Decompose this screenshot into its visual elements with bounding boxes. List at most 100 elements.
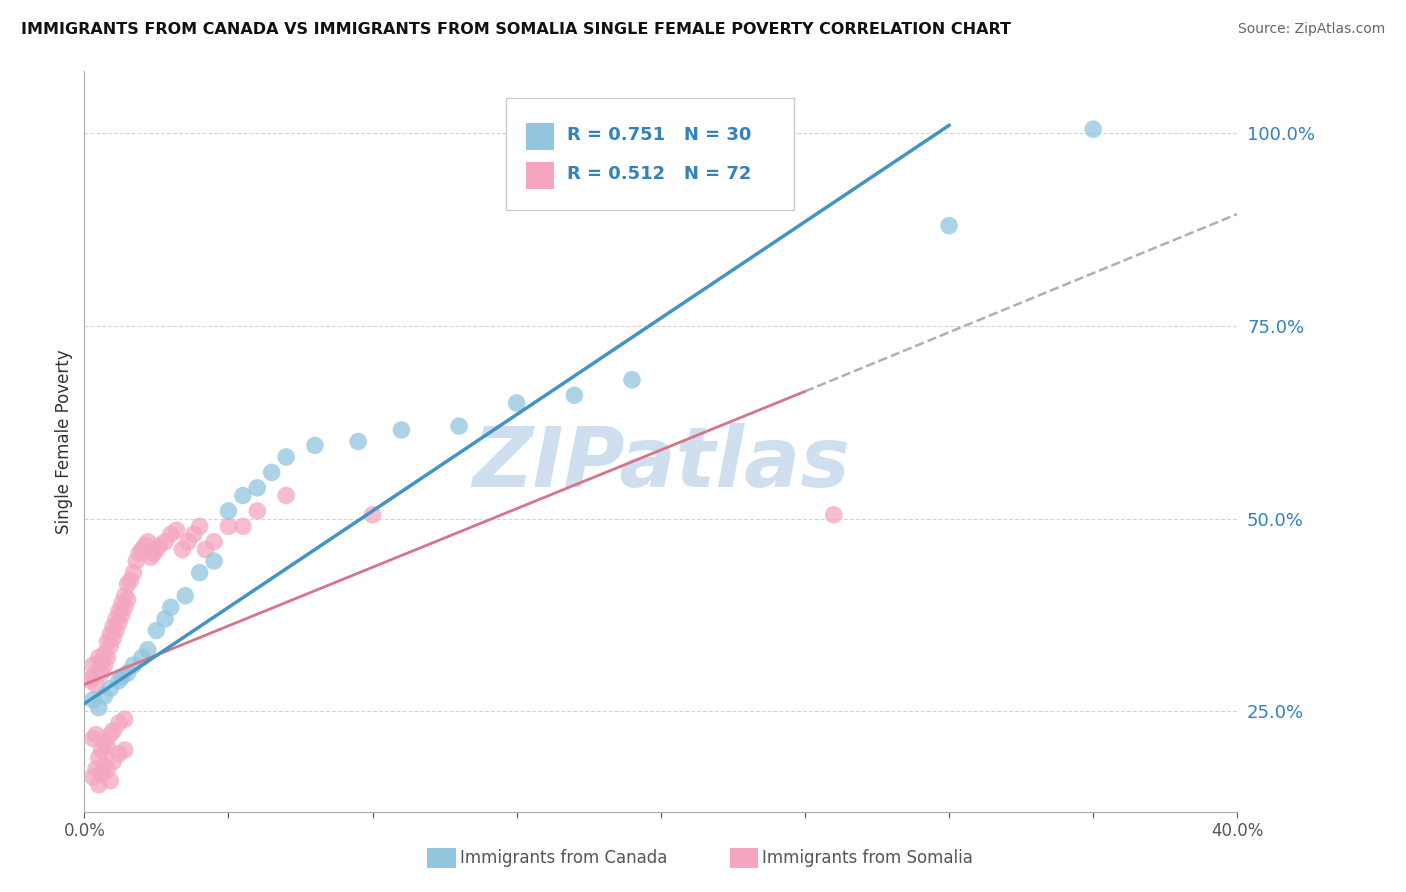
Text: IMMIGRANTS FROM CANADA VS IMMIGRANTS FROM SOMALIA SINGLE FEMALE POVERTY CORRELAT: IMMIGRANTS FROM CANADA VS IMMIGRANTS FRO… — [21, 22, 1011, 37]
Point — [98, 681, 121, 696]
Point — [160, 600, 183, 615]
Point — [93, 735, 115, 749]
Point — [202, 534, 225, 549]
Point — [98, 728, 121, 742]
Point — [142, 546, 165, 560]
Point — [90, 654, 112, 668]
Point — [391, 423, 413, 437]
Point — [260, 466, 283, 480]
Point — [174, 589, 197, 603]
Point — [183, 527, 205, 541]
Point — [202, 554, 225, 568]
Point — [96, 650, 118, 665]
Point — [87, 750, 110, 764]
Point — [188, 519, 211, 533]
Point — [93, 647, 115, 661]
Point — [139, 550, 162, 565]
Point — [114, 600, 136, 615]
Point — [108, 747, 131, 761]
Text: R = 0.512   N = 72: R = 0.512 N = 72 — [567, 165, 751, 183]
Point — [90, 766, 112, 780]
Point — [114, 743, 136, 757]
Point — [148, 539, 170, 553]
Point — [82, 658, 104, 673]
Point — [114, 589, 136, 603]
Point — [114, 712, 136, 726]
Text: Source: ZipAtlas.com: Source: ZipAtlas.com — [1237, 22, 1385, 37]
Point — [96, 739, 118, 754]
Point — [1083, 122, 1105, 136]
Point — [90, 743, 112, 757]
Point — [82, 731, 104, 746]
Point — [122, 658, 145, 673]
Point — [111, 670, 134, 684]
Point — [153, 612, 176, 626]
Point — [122, 566, 145, 580]
Point — [108, 615, 131, 630]
Point — [84, 728, 107, 742]
Point — [90, 665, 112, 680]
Text: R = 0.751   N = 30: R = 0.751 N = 30 — [567, 126, 751, 144]
Text: Immigrants from Canada: Immigrants from Canada — [460, 849, 666, 867]
Point — [98, 639, 121, 653]
Point — [117, 592, 139, 607]
Point — [347, 434, 370, 449]
Point — [87, 778, 110, 792]
Point — [84, 677, 107, 691]
Point — [232, 489, 254, 503]
Point — [621, 373, 644, 387]
Point — [246, 481, 269, 495]
Point — [136, 534, 159, 549]
Point — [506, 396, 529, 410]
Point — [188, 566, 211, 580]
Point — [108, 604, 131, 618]
Point — [276, 450, 298, 464]
Point — [87, 662, 110, 676]
Point — [98, 627, 121, 641]
Point — [145, 624, 167, 638]
Point — [105, 612, 128, 626]
Point — [134, 539, 156, 553]
Point — [93, 758, 115, 772]
Point — [564, 388, 586, 402]
Point — [84, 762, 107, 776]
Point — [125, 554, 148, 568]
Point — [103, 620, 124, 634]
Point — [449, 419, 471, 434]
Point — [246, 504, 269, 518]
Point — [79, 673, 101, 688]
Point — [108, 673, 131, 688]
Point — [136, 642, 159, 657]
Point — [117, 665, 139, 680]
Point — [96, 635, 118, 649]
Point — [82, 670, 104, 684]
Y-axis label: Single Female Poverty: Single Female Poverty — [55, 350, 73, 533]
Point — [87, 650, 110, 665]
Point — [87, 700, 110, 714]
Point — [82, 770, 104, 784]
Point — [232, 519, 254, 533]
Point — [120, 574, 142, 588]
Point — [117, 577, 139, 591]
Point — [93, 658, 115, 673]
Point — [218, 519, 240, 533]
Point — [218, 504, 240, 518]
Point — [82, 693, 104, 707]
Text: Immigrants from Somalia: Immigrants from Somalia — [762, 849, 973, 867]
Point — [938, 219, 960, 233]
Point — [111, 608, 134, 623]
Point — [145, 542, 167, 557]
Point — [153, 534, 176, 549]
Point — [98, 773, 121, 788]
Point — [103, 755, 124, 769]
Point — [276, 489, 298, 503]
Point — [177, 534, 200, 549]
Point — [166, 523, 188, 537]
Point — [103, 723, 124, 738]
Text: ZIPatlas: ZIPatlas — [472, 423, 849, 504]
Point — [105, 624, 128, 638]
Point — [304, 438, 326, 452]
Point — [172, 542, 194, 557]
Point — [111, 597, 134, 611]
Point — [128, 546, 150, 560]
